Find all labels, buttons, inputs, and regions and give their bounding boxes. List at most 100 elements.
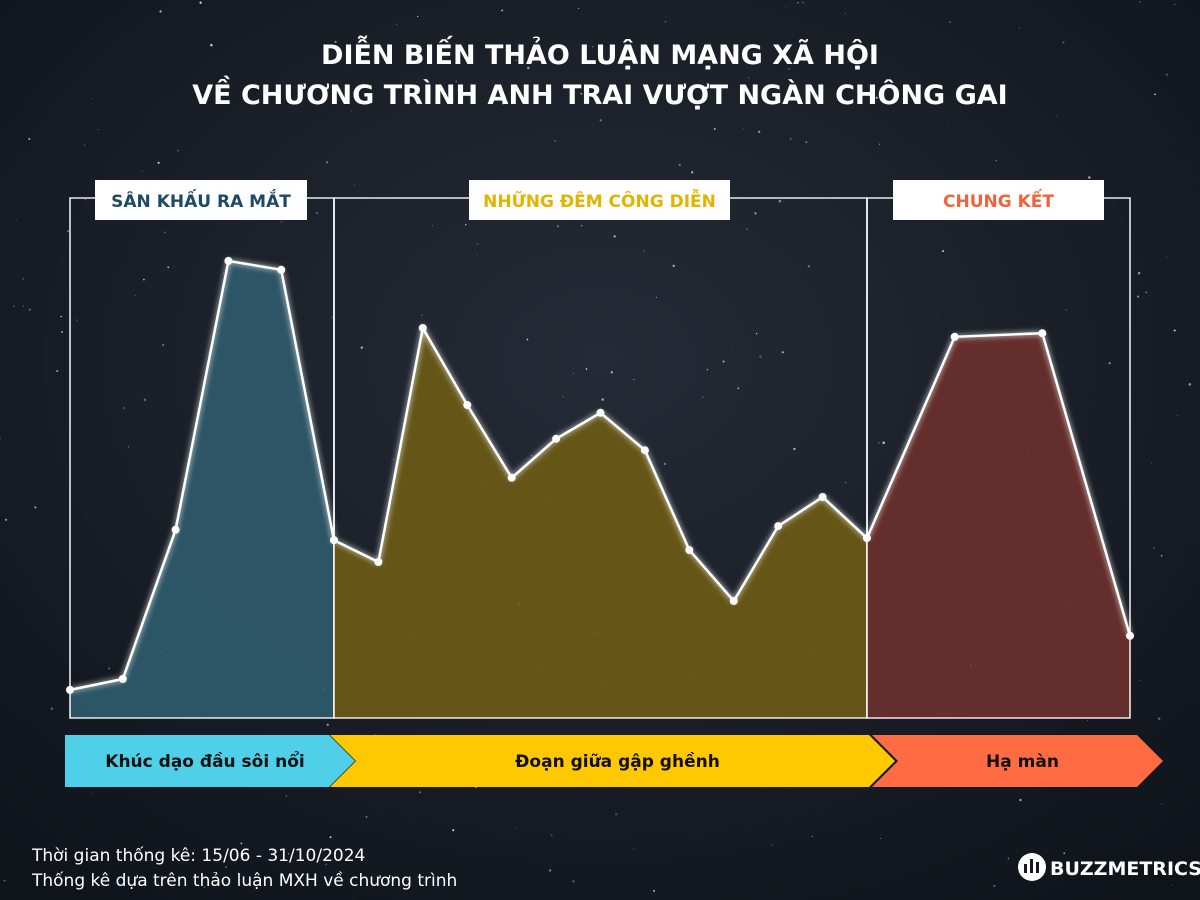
star [878,143,880,145]
star [90,98,93,100]
star [948,122,950,124]
star [334,40,337,43]
star [15,220,17,222]
star [280,220,283,223]
star [757,130,761,134]
star [722,360,725,363]
star [1137,295,1140,298]
star [1019,798,1022,802]
star [352,898,354,900]
star [431,224,433,227]
star [396,24,398,26]
star [1165,73,1169,76]
star [613,235,616,238]
stage-arrow [872,735,1163,787]
star [285,794,288,797]
point [1038,329,1047,338]
star [556,225,560,228]
star [56,369,59,373]
star [199,1,202,4]
point [552,434,561,443]
star [789,137,792,140]
star [354,184,356,186]
point [507,473,516,482]
star [225,866,227,868]
star [653,889,656,892]
star [203,886,206,888]
point [685,546,694,554]
star [287,853,290,855]
star [3,879,6,882]
star [743,89,744,90]
point [774,522,783,531]
star [501,9,504,12]
star [319,860,321,862]
star [28,308,31,311]
point [596,408,605,417]
star [633,848,635,850]
star [844,12,846,14]
point [374,558,383,566]
star [746,228,748,230]
star [678,163,681,166]
star [580,92,583,95]
star [108,667,111,670]
star [614,813,618,816]
star [601,398,604,401]
star [134,294,136,296]
stage-label: Hạ màn [986,752,1059,772]
panel-label: SÂN KHẤU RA MẮT [111,188,291,212]
star [592,46,594,48]
star [167,266,170,269]
brand: BUZZMETRICS [1050,858,1200,880]
star [50,707,54,710]
area [334,328,867,718]
star [143,398,147,402]
star [643,250,645,252]
star [177,150,179,152]
star [759,355,762,358]
star [84,199,86,201]
star [1139,680,1141,681]
star [802,2,804,4]
star [1176,415,1178,417]
star [163,231,167,234]
star [748,76,750,79]
panel-label-box [95,180,307,220]
stage-label: Khúc dạo đầu sôi nổi [105,750,304,772]
star [326,723,329,726]
star [562,395,564,398]
star [691,171,694,174]
area [867,333,1130,718]
star [942,250,944,253]
star [127,446,130,448]
star [272,849,274,852]
star [1160,554,1163,557]
star [993,884,996,888]
star [1007,857,1010,860]
star [880,838,881,839]
star [788,68,790,70]
star [1173,329,1176,332]
star [76,319,78,321]
star [1063,852,1065,854]
star [672,264,675,268]
star [995,159,998,162]
star [771,844,773,846]
star [515,60,517,61]
panel-label: NHỮNG ĐÊM CÔNG DIỄN [483,187,716,212]
note: Thời gian thống kê: 15/06 - 31/10/2024 [31,845,365,866]
star [351,110,353,112]
star [417,15,419,18]
star [1087,720,1089,722]
star [223,273,225,275]
point [818,493,827,501]
star [599,119,602,122]
star [67,230,69,232]
star [1153,547,1155,549]
star [548,869,552,872]
star [1166,256,1168,258]
star [325,863,328,866]
